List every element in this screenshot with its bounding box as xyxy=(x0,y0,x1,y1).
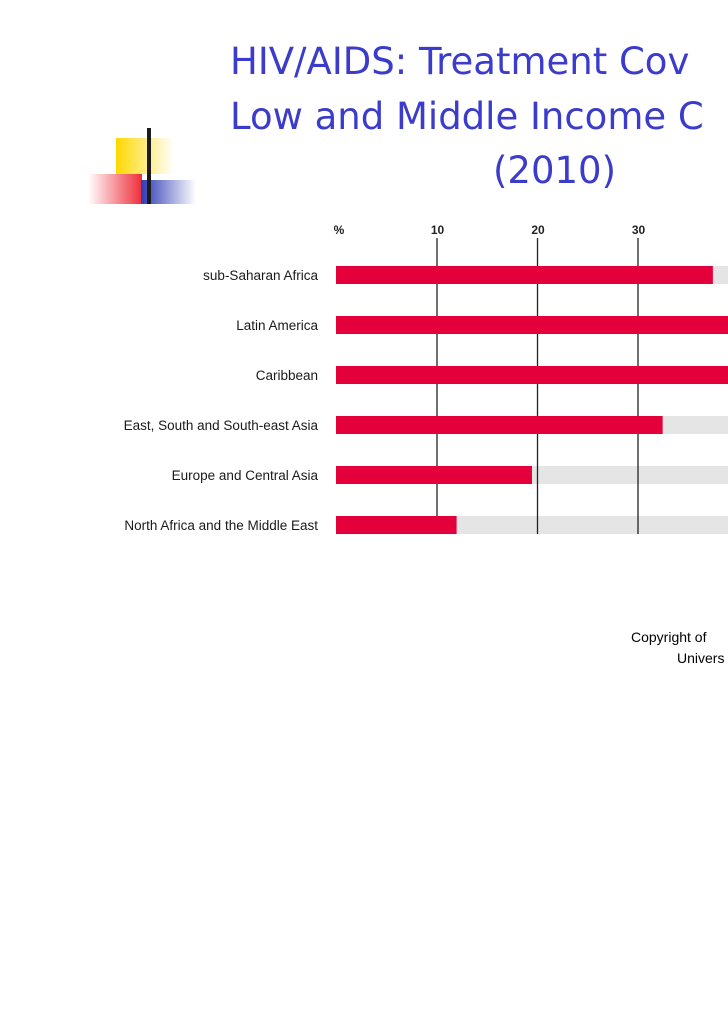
x-tick-label: 30 xyxy=(632,223,646,237)
category-label: sub-Saharan Africa xyxy=(203,268,318,283)
category-label: Europe and Central Asia xyxy=(172,468,319,483)
bar xyxy=(336,516,457,534)
title-decoration xyxy=(88,128,196,204)
category-label: East, South and South-east Asia xyxy=(124,418,319,433)
slide-title-line-1: HIV/AIDS: Treatment Cov xyxy=(230,40,690,83)
bar xyxy=(336,416,663,434)
bar xyxy=(336,466,532,484)
copyright-line-1: Copyright of xyxy=(631,629,707,645)
category-label: Latin America xyxy=(236,318,318,333)
x-tick-label: 10 xyxy=(431,223,445,237)
decor-yellow-square xyxy=(116,138,174,174)
x-tick-label: 20 xyxy=(531,223,545,237)
slide-title-line-3: (2010) xyxy=(493,149,617,192)
bar xyxy=(336,316,728,334)
bar xyxy=(336,266,713,284)
category-label: North Africa and the Middle East xyxy=(124,518,318,533)
category-label: Caribbean xyxy=(256,368,318,383)
decor-red-square xyxy=(88,174,142,204)
slide-title-line-2: Low and Middle Income C xyxy=(230,95,704,138)
bar xyxy=(336,366,728,384)
decor-vertical-line xyxy=(147,128,151,204)
x-tick-label: % xyxy=(334,223,345,237)
coverage-bar-chart: % 10 20 30 sub-Saharan Africa Latin America Ca… xyxy=(124,223,728,534)
copyright-line-2: Univers xyxy=(677,650,725,666)
